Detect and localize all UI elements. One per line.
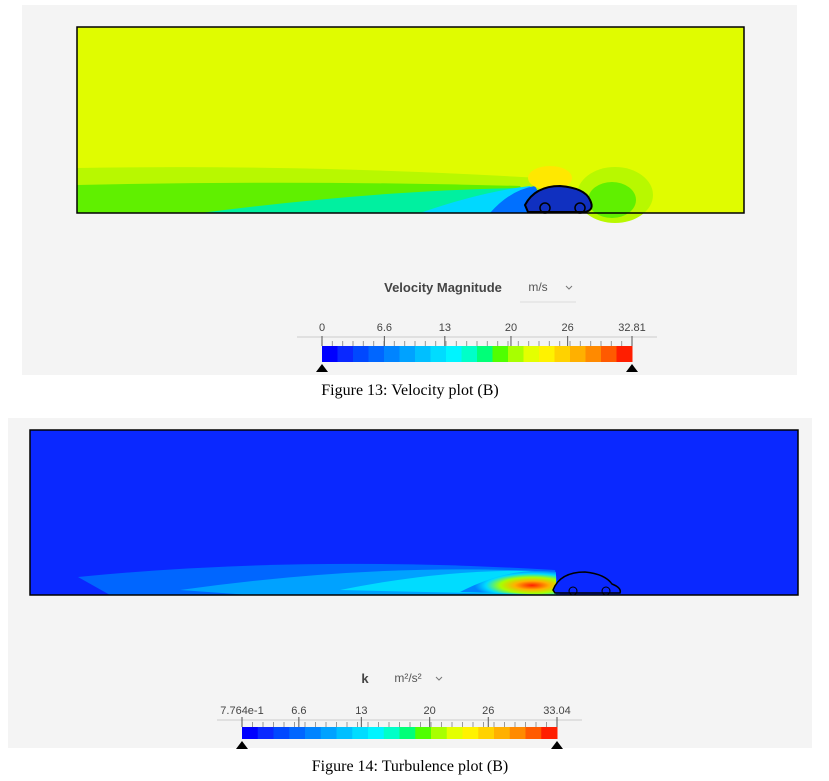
tick-label: 32.81 (618, 322, 646, 334)
tick-label: 26 (562, 322, 574, 334)
colorbar-swatch (399, 727, 416, 739)
tick-label: 13 (355, 705, 367, 717)
colorbar-swatch (509, 727, 526, 739)
colorbar-swatch (446, 346, 462, 362)
colorbar-swatch (541, 727, 558, 739)
colorbar-swatch (494, 727, 511, 739)
unit-dropdown[interactable]: m/s (528, 280, 547, 294)
colorbar-swatch (399, 346, 416, 362)
colorbar-swatch (336, 727, 353, 739)
colorbar-swatch (337, 346, 354, 362)
colorbar-swatch (508, 346, 524, 362)
colorbar-swatch (384, 346, 400, 362)
colorbar-swatch (352, 727, 369, 739)
colorbar-swatch (257, 727, 274, 739)
colorbar-swatch (353, 346, 369, 362)
tick-label: 26 (482, 705, 494, 717)
field-label: Velocity Magnitude (384, 280, 502, 295)
colorbar-swatch (430, 346, 447, 362)
colorbar-swatch (289, 727, 306, 739)
colorbar-swatch (368, 727, 385, 739)
colorbar-swatch (616, 346, 633, 362)
caption: Figure 13: Velocity plot (B) (321, 382, 498, 399)
range-handle (551, 741, 563, 749)
colorbar-swatch (383, 727, 400, 739)
colorbar-swatch (462, 727, 479, 739)
caption: Figure 14: Turbulence plot (B) (312, 758, 508, 775)
colorbar-swatch (478, 727, 495, 739)
tick-label: 13 (439, 322, 451, 334)
tick-label: 7.764e-1 (220, 705, 263, 717)
colorbar-swatch (492, 346, 509, 362)
range-handle (316, 364, 328, 372)
colorbar-swatch (273, 727, 290, 739)
unit-dropdown[interactable]: m²/s² (394, 671, 421, 685)
tick-label: 6.6 (291, 705, 306, 717)
colorbar-swatch (585, 346, 602, 362)
colorbar-swatch (305, 727, 322, 739)
dropdown-arrow (435, 676, 443, 681)
range-handle (236, 741, 248, 749)
colorbar-swatch (525, 727, 542, 739)
tick-label: 20 (505, 322, 517, 334)
colorbar-swatch (446, 727, 463, 739)
colorbar-swatch (523, 346, 540, 362)
colorbar-swatch (415, 346, 431, 362)
tick-label: 6.6 (377, 322, 392, 334)
colorbar-swatch (461, 346, 478, 362)
field-label: k (361, 671, 369, 686)
colorbar-swatch (554, 346, 571, 362)
colorbar-swatch (415, 727, 432, 739)
tick-label: 20 (424, 705, 436, 717)
colorbar-swatch (322, 346, 338, 362)
colorbar-swatch (539, 346, 555, 362)
tick-label: 0 (319, 322, 325, 334)
dropdown-arrow (565, 285, 573, 290)
colorbar-swatch (320, 727, 337, 739)
colorbar-swatch (242, 727, 259, 739)
tick-label: 33.04 (543, 705, 571, 717)
colorbar-swatch (570, 346, 586, 362)
turbulence-field (29, 429, 799, 596)
velocity-field (76, 26, 745, 223)
range-handle (626, 364, 638, 372)
colorbar-swatch (368, 346, 385, 362)
colorbar-swatch (601, 346, 617, 362)
colorbar-swatch (431, 727, 448, 739)
colorbar-swatch (477, 346, 493, 362)
